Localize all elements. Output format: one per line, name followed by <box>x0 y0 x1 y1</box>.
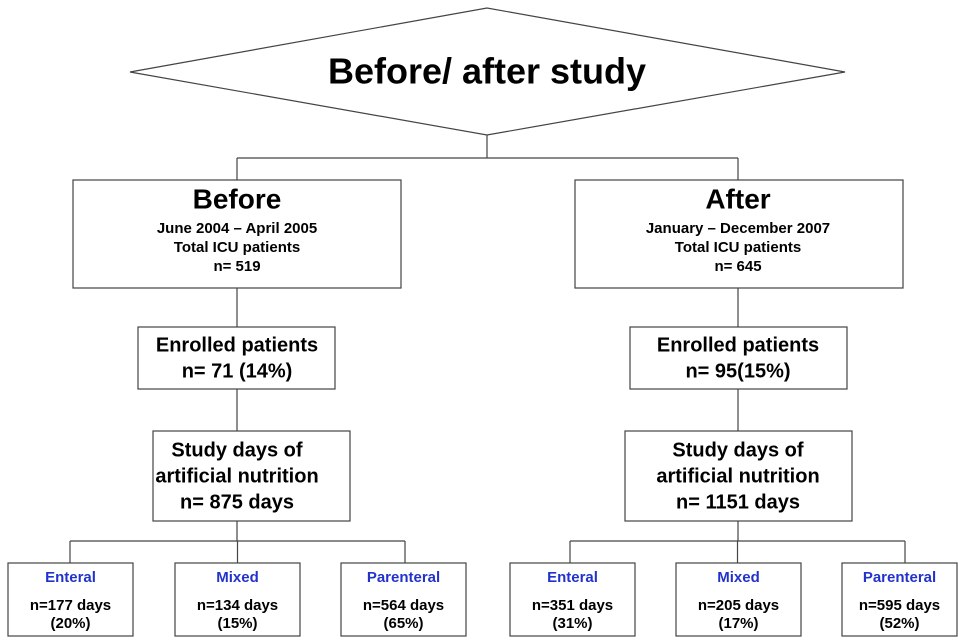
outcome-line: n=177 days <box>30 597 111 614</box>
study-line: artificial nutrition <box>656 465 819 487</box>
period-heading: Before <box>193 183 282 214</box>
outcome-label: Enteral <box>45 569 96 586</box>
study-line: Study days of <box>672 439 803 461</box>
outcome-line: (17%) <box>718 615 758 632</box>
study-line: artificial nutrition <box>155 465 318 487</box>
period-line: Total ICU patients <box>675 239 801 256</box>
outcome-box <box>174 562 301 637</box>
outcome-box <box>841 562 958 637</box>
title: Before/ after study <box>328 51 646 92</box>
period-box <box>72 179 402 289</box>
period-heading: After <box>705 183 770 214</box>
outcome-box <box>340 562 467 637</box>
outcome-label: Mixed <box>717 569 760 586</box>
outcome-line: (31%) <box>552 615 592 632</box>
study-box <box>152 430 351 522</box>
period-line: January – December 2007 <box>646 220 830 237</box>
outcome-line: n=134 days <box>197 597 278 614</box>
enrolled-line: n= 71 (14%) <box>182 360 293 382</box>
enrolled-line: n= 95(15%) <box>685 360 790 382</box>
outcome-line: n=595 days <box>859 597 940 614</box>
outcome-box <box>675 562 802 637</box>
study-line: Study days of <box>171 439 302 461</box>
outcome-label: Parenteral <box>367 569 440 586</box>
outcome-line: n=351 days <box>532 597 613 614</box>
outcome-line: n=205 days <box>698 597 779 614</box>
period-line: n= 519 <box>213 258 260 275</box>
outcome-line: (20%) <box>50 615 90 632</box>
enrolled-box <box>629 326 848 390</box>
outcome-label: Mixed <box>216 569 259 586</box>
outcome-box <box>7 562 134 637</box>
enrolled-line: Enrolled patients <box>156 334 318 356</box>
outcome-label: Parenteral <box>863 569 936 586</box>
period-line: Total ICU patients <box>174 239 300 256</box>
period-box <box>574 179 904 289</box>
study-line: n= 875 days <box>180 491 294 513</box>
outcome-line: (15%) <box>217 615 257 632</box>
enrolled-line: Enrolled patients <box>657 334 819 356</box>
outcome-line: (65%) <box>383 615 423 632</box>
period-line: n= 645 <box>714 258 761 275</box>
study-box <box>624 430 853 522</box>
enrolled-box <box>137 326 336 390</box>
outcome-box <box>509 562 636 637</box>
outcome-line: n=564 days <box>363 597 444 614</box>
title-diamond <box>129 7 846 136</box>
study-line: n= 1151 days <box>676 491 800 513</box>
outcome-line: (52%) <box>879 615 919 632</box>
period-line: June 2004 – April 2005 <box>157 220 317 237</box>
outcome-label: Enteral <box>547 569 598 586</box>
